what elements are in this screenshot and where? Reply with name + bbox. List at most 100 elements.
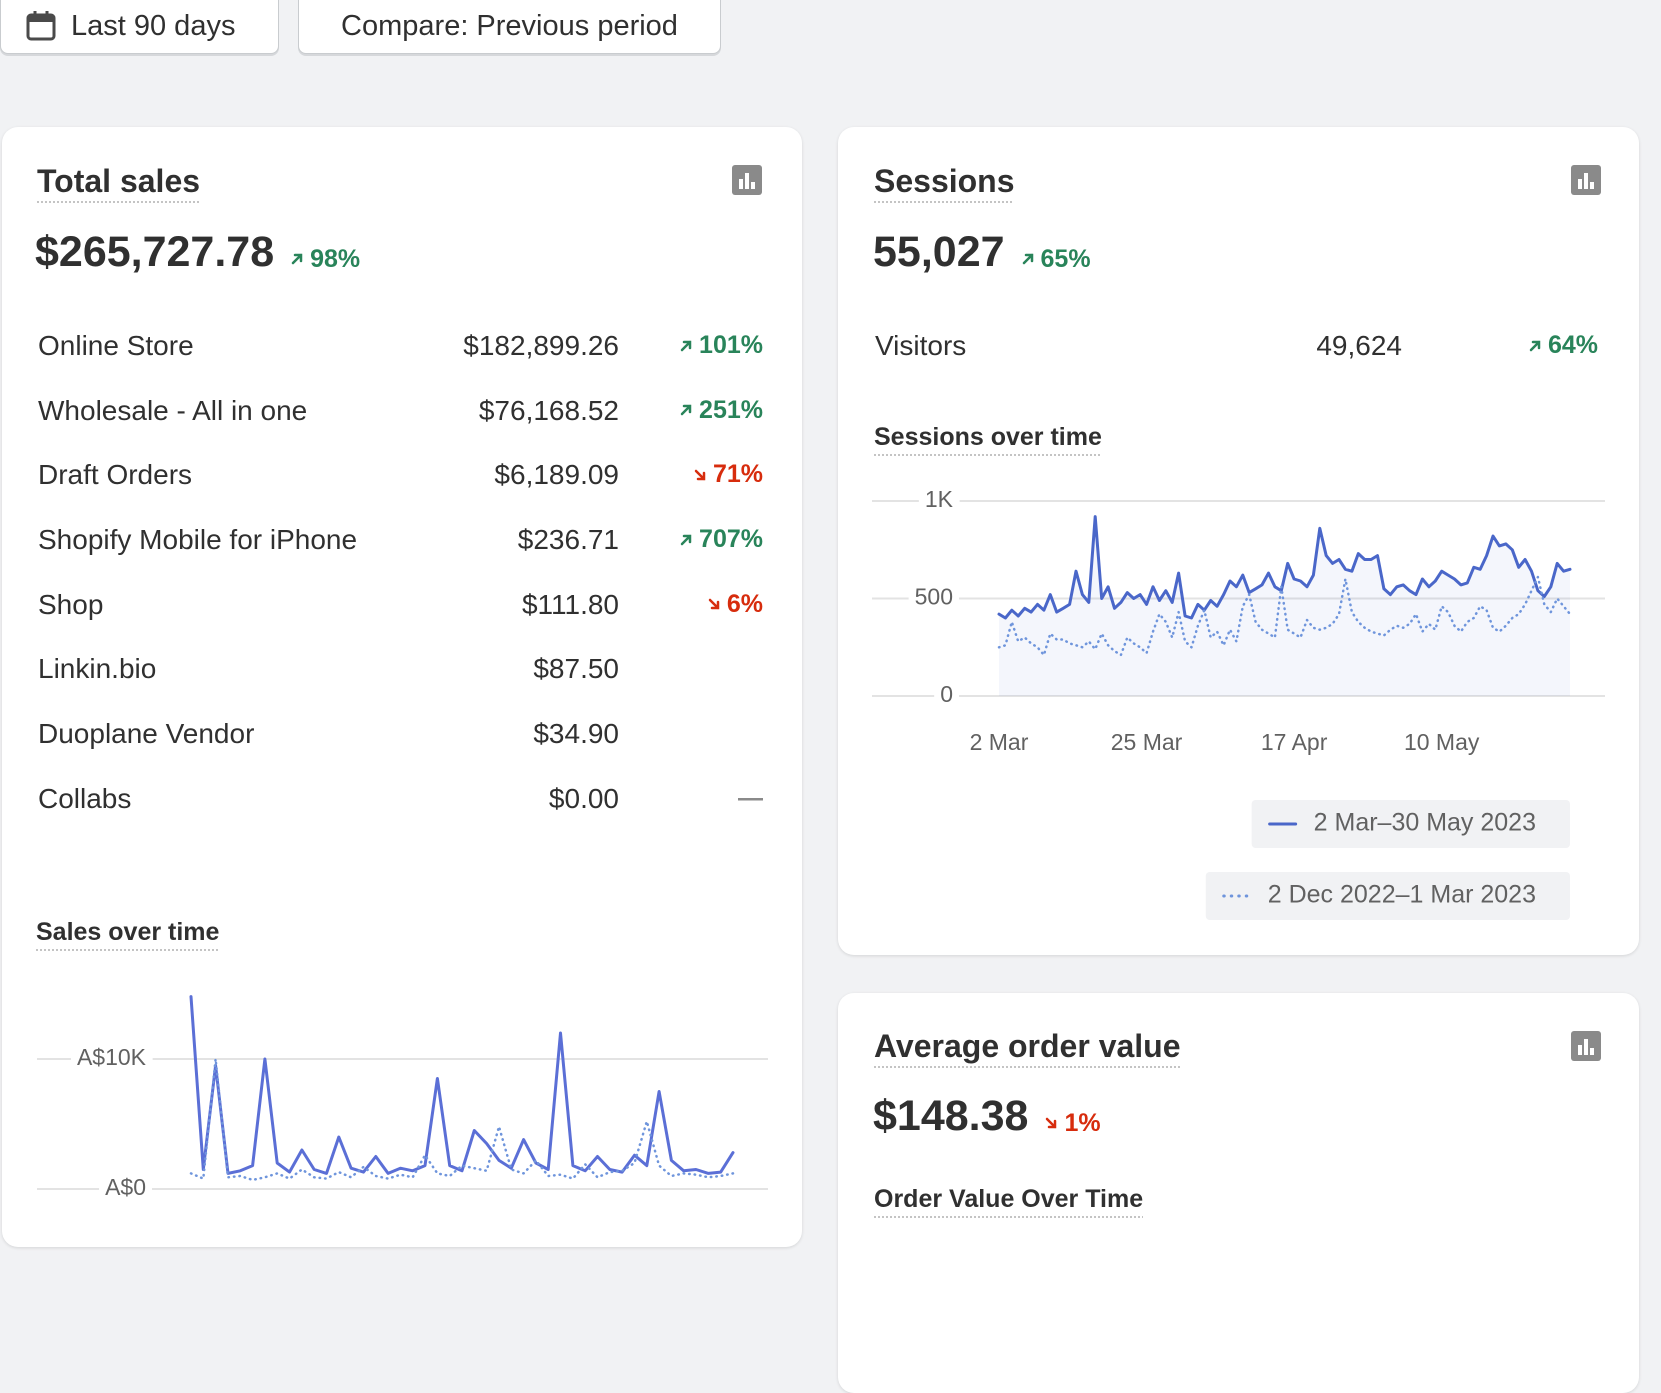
- x-tick-label: 25 Mar: [1111, 729, 1183, 755]
- row-label: Visitors: [875, 330, 967, 361]
- compare-label: Compare: Previous period: [341, 10, 678, 42]
- change-text: 71%: [712, 460, 763, 489]
- headline-change: 98%: [290, 227, 360, 284]
- row-value: $6,189.09: [368, 453, 619, 496]
- tick-label-bg: [934, 681, 959, 708]
- legend-label: 2 Dec 2022–1 Mar 2023: [1268, 881, 1536, 909]
- trend-arrow: [1529, 340, 1541, 351]
- row-value-text: $111.80: [521, 588, 619, 620]
- row-change: 251%: [619, 389, 763, 432]
- change-text: 251%: [699, 395, 763, 424]
- change-text: —: [738, 783, 763, 812]
- row-change: 101%: [619, 324, 763, 367]
- row: Linkin.bio $87.50: [38, 647, 763, 690]
- tick-label-bg: [99, 1174, 152, 1200]
- change: 98%: [290, 234, 360, 284]
- row-label: Draft Orders: [38, 459, 193, 491]
- card-title: Total sales: [37, 163, 201, 199]
- legend-label: 2 Mar–30 May 2023: [1314, 809, 1536, 837]
- date-range-button[interactable]: Last 90 days: [0, 0, 279, 54]
- line: [189, 995, 735, 1175]
- chart-icon[interactable]: [732, 165, 762, 195]
- y-tick-label: 0: [940, 681, 953, 707]
- trend-arrow: [694, 469, 706, 481]
- card-title: Sessions: [874, 163, 1015, 199]
- change-text: 98%: [310, 245, 361, 273]
- arrow-path: [1022, 253, 1033, 265]
- compare-button[interactable]: Compare: Previous period: [298, 0, 721, 54]
- change-text: 707%: [699, 525, 763, 554]
- change: 251%: [679, 389, 763, 432]
- change-text: 6%: [726, 589, 763, 618]
- arrow-path: [680, 340, 692, 351]
- row: Shop $111.80 6%: [38, 583, 763, 626]
- row-change: —: [619, 777, 763, 820]
- change: 71%: [693, 453, 763, 496]
- trend-arrow: [680, 340, 692, 351]
- change-text: 101%: [699, 331, 763, 359]
- chart-icon[interactable]: [1571, 165, 1601, 195]
- trend-arrow: [708, 599, 720, 610]
- card-title: Average order value: [874, 1028, 1181, 1064]
- tick-label-bg: [70, 1044, 153, 1071]
- chart-icon[interactable]: [1571, 1031, 1601, 1061]
- row-label: Online Store: [38, 330, 194, 361]
- row-value: $34.90: [368, 712, 619, 755]
- change: 64%: [1528, 324, 1598, 367]
- chart-title: Sessions over time: [874, 423, 1102, 451]
- date-range-label: Last 90 days: [71, 10, 236, 42]
- arrow-path: [1046, 1117, 1057, 1129]
- row-change: 64%: [1402, 324, 1598, 367]
- arrow-path: [1529, 340, 1541, 351]
- x-tick-label: 10 May: [1404, 729, 1480, 755]
- row-value-text: 49,624: [1316, 330, 1402, 361]
- total-sales-card: Total sales $265,727.78 98% Online Store $…: [2, 127, 802, 1247]
- headline-change: 1%: [1044, 1091, 1101, 1148]
- chart-title: Sales over time: [36, 918, 220, 946]
- row-value: $0.00: [368, 777, 619, 820]
- trend-arrow: [1046, 1117, 1057, 1129]
- headline-value: $148.38: [873, 1092, 1029, 1140]
- row-value-text: $34.90: [533, 718, 619, 750]
- y-tick-label: 500: [915, 584, 953, 610]
- change: —: [738, 777, 763, 820]
- headline-value: 55,027: [873, 228, 1005, 276]
- row: Collabs $0.00 —: [38, 777, 763, 820]
- row-label: Shop: [38, 588, 104, 620]
- change-text: 65%: [1040, 245, 1091, 273]
- row-value: $76,168.52: [368, 389, 619, 432]
- tick-label-bg: [918, 486, 960, 513]
- row-change: 707%: [619, 518, 763, 561]
- arrow-path: [291, 253, 303, 265]
- trend-arrow: [680, 404, 692, 416]
- change: 1%: [1044, 1098, 1101, 1148]
- arrow-path: [680, 404, 692, 416]
- line: [997, 515, 1572, 620]
- trend-arrow: [291, 253, 303, 265]
- row: Duoplane Vendor $34.90: [38, 712, 763, 755]
- channel-rows: Online Store $182,899.26 101% Wholesale - A…: [38, 324, 763, 842]
- y-tick-label: A$10K: [77, 1044, 147, 1070]
- row-label: Collabs: [38, 782, 132, 814]
- area: [999, 516, 1570, 696]
- row-value-text: $87.50: [533, 653, 619, 685]
- row: Shopify Mobile for iPhone $236.71 707%: [38, 518, 763, 561]
- line: [997, 575, 1572, 657]
- row-change: 71%: [619, 453, 763, 496]
- x-tick-label: 17 Apr: [1261, 729, 1328, 755]
- row-value-text: $6,189.09: [494, 459, 619, 491]
- legend-box: [1205, 872, 1570, 920]
- trend-arrow: [680, 534, 692, 545]
- change: 65%: [1021, 234, 1091, 284]
- row: Draft Orders $6,189.09 71%: [38, 453, 763, 496]
- tick-label-bg: [908, 583, 959, 610]
- change-text: 1%: [1064, 1109, 1101, 1137]
- row-label: Duoplane Vendor: [38, 718, 255, 750]
- charts-layer: A$0 A$10K 0 500 1K 2 Mar 25 Mar 17 Apr 10 May 2 M…: [37, 486, 1605, 1200]
- headline-change: 65%: [1021, 227, 1091, 284]
- arrow-path: [694, 469, 706, 481]
- headline: $148.38 1%: [873, 1091, 1101, 1148]
- x-tick-label: 2 Mar: [970, 729, 1029, 755]
- row-label: Wholesale - All in one: [38, 394, 308, 426]
- row: Wholesale - All in one $76,168.52 251%: [38, 389, 763, 432]
